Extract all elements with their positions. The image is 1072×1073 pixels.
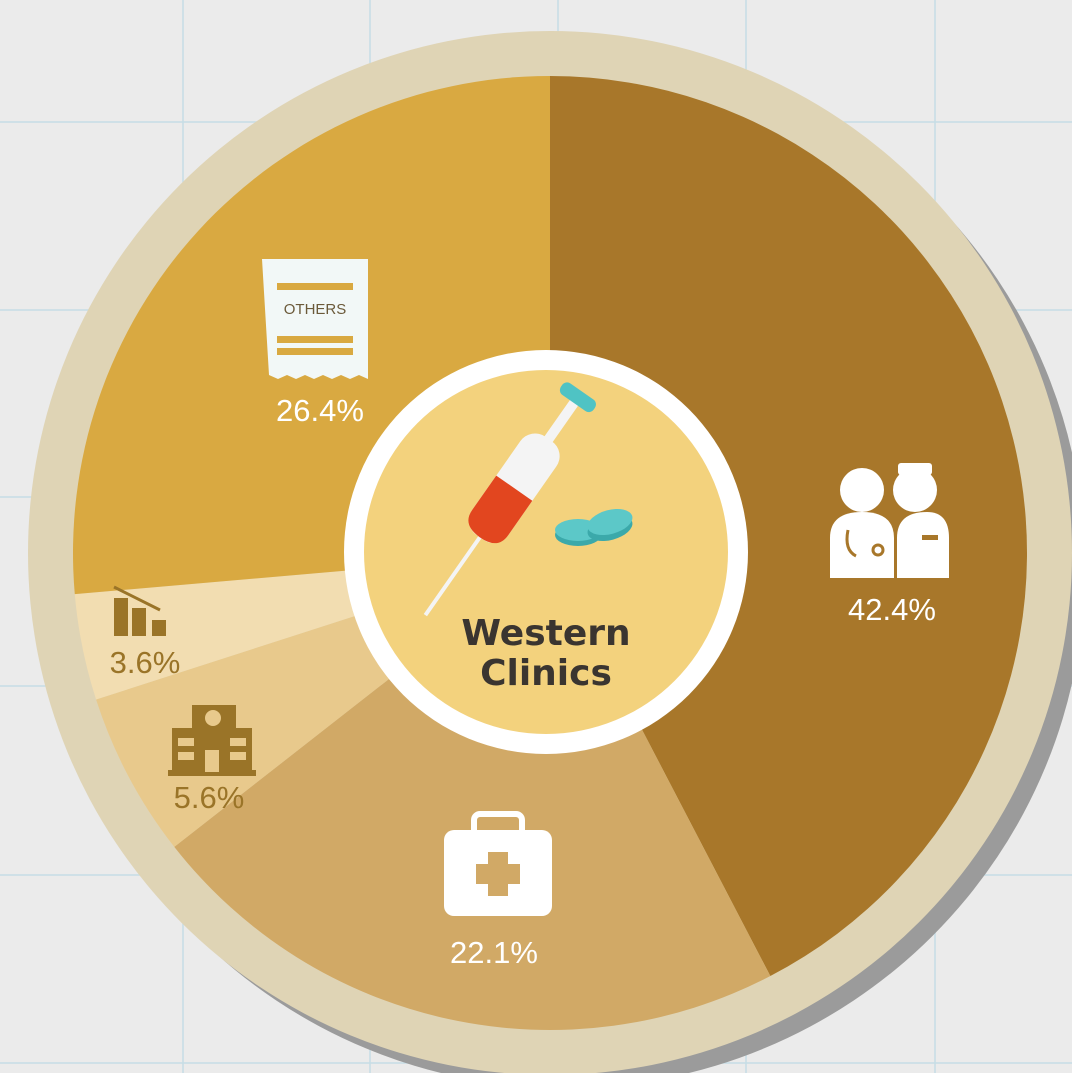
- hospital-icon: [168, 705, 256, 776]
- labels: 42.4% 22.1% 5.6% 3.6% 26.4%: [110, 393, 936, 970]
- chart-title: Western Clinics: [461, 613, 630, 694]
- receipt-icon: OTHERS: [262, 259, 368, 379]
- pie-slice: [550, 76, 1027, 977]
- value-label: 22.1%: [450, 935, 538, 970]
- decline-chart-icon: [113, 585, 166, 636]
- center-disc: [364, 370, 728, 734]
- pills-icon: [555, 508, 633, 546]
- pie-slice: [174, 553, 771, 1030]
- value-label: 42.4%: [848, 592, 936, 627]
- value-label: 3.6%: [110, 645, 181, 680]
- value-label: 26.4%: [276, 393, 364, 428]
- doctors-icon: [830, 463, 949, 578]
- value-label: 5.6%: [174, 780, 245, 815]
- medical-kit-icon: [444, 811, 552, 916]
- syringe-icon: [423, 382, 596, 617]
- icon-text: OTHERS: [284, 301, 347, 318]
